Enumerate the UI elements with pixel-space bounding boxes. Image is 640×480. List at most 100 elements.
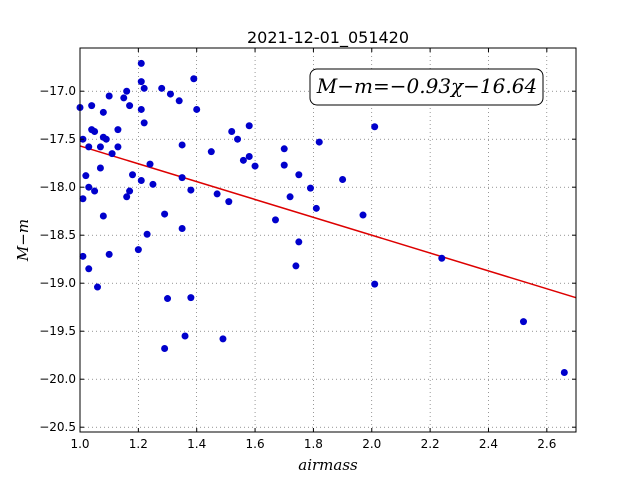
data-point xyxy=(149,180,157,188)
data-point xyxy=(123,87,131,95)
data-point xyxy=(295,238,303,246)
y-tick-label: −18.5 xyxy=(39,228,76,242)
data-point xyxy=(359,211,367,219)
fit-equation-text: M−m=−0.93χ−16.64 xyxy=(316,74,537,98)
data-point xyxy=(161,210,169,218)
data-point xyxy=(519,318,527,326)
data-point xyxy=(96,143,104,151)
data-point xyxy=(105,250,113,258)
data-point xyxy=(85,183,93,191)
y-axis-label: M−m xyxy=(14,219,32,262)
fit-equation-frame xyxy=(309,68,544,106)
data-point xyxy=(99,212,107,220)
data-point xyxy=(339,176,347,184)
data-point xyxy=(108,150,116,158)
data-point xyxy=(187,294,195,302)
data-point xyxy=(164,295,172,303)
data-point xyxy=(371,280,379,288)
data-point xyxy=(126,102,134,110)
data-point xyxy=(438,254,446,262)
data-point xyxy=(560,368,568,376)
data-point xyxy=(161,344,169,352)
data-point xyxy=(94,283,102,291)
data-point xyxy=(187,186,195,194)
data-point xyxy=(96,164,104,172)
x-tick-label: 2.4 xyxy=(479,437,498,451)
data-point xyxy=(102,135,110,143)
data-point xyxy=(114,143,122,151)
data-point xyxy=(271,216,279,224)
x-tick-label: 2.2 xyxy=(421,437,440,451)
data-point xyxy=(137,78,145,86)
data-point xyxy=(85,265,93,273)
x-tick-label: 1.2 xyxy=(129,437,148,451)
data-point xyxy=(193,105,201,113)
data-point xyxy=(225,198,233,206)
data-point xyxy=(181,332,189,340)
x-tick-label: 1.0 xyxy=(70,437,89,451)
data-point xyxy=(105,92,113,100)
x-axis-label: airmass xyxy=(298,456,358,474)
data-point xyxy=(85,143,93,151)
axis-ticks: 1.0 1.2 1.4 1.6 1.8 2.0 2.2 2.4 2.6 −17.0 −17.5 −18… xyxy=(39,48,576,451)
y-tick-label: −17.5 xyxy=(39,132,76,146)
x-tick-label: 2.0 xyxy=(362,437,381,451)
data-point xyxy=(114,126,122,134)
y-tick-label: −20.5 xyxy=(39,420,76,434)
y-tick-label: −19.5 xyxy=(39,324,76,338)
data-point xyxy=(239,156,247,164)
data-point xyxy=(140,119,148,127)
data-point xyxy=(292,262,300,270)
data-point xyxy=(129,171,137,179)
data-point xyxy=(166,90,174,98)
data-point xyxy=(371,123,379,131)
data-point xyxy=(146,160,154,168)
data-point xyxy=(123,193,131,201)
data-point xyxy=(207,148,215,156)
data-point xyxy=(280,161,288,169)
data-point xyxy=(190,75,198,83)
data-point xyxy=(245,152,253,160)
data-point xyxy=(286,193,294,201)
y-tick-label: −19.0 xyxy=(39,276,76,290)
fit-line xyxy=(79,145,577,299)
data-point xyxy=(234,135,242,143)
data-point xyxy=(178,174,186,182)
data-point xyxy=(178,224,186,232)
y-tick-label: −17.0 xyxy=(39,84,76,98)
data-point xyxy=(219,335,227,343)
data-point xyxy=(137,105,145,113)
x-tick-label: 1.4 xyxy=(187,437,206,451)
data-point xyxy=(213,190,221,198)
data-point xyxy=(245,122,253,130)
data-point xyxy=(143,230,151,238)
fit-equation-box: M−m=−0.93χ−16.64 xyxy=(309,68,544,106)
x-tick-label: 1.8 xyxy=(304,437,323,451)
data-point xyxy=(137,59,145,67)
data-point xyxy=(228,128,236,136)
data-point xyxy=(99,108,107,116)
data-point xyxy=(175,97,183,105)
data-point xyxy=(306,184,314,192)
chart-title: 2021-12-01_051420 xyxy=(247,28,409,48)
grid xyxy=(79,48,576,432)
data-point xyxy=(82,172,90,180)
data-point xyxy=(158,84,166,92)
data-point xyxy=(315,138,323,146)
plot-frame xyxy=(79,47,577,433)
y-tick-label: −18.0 xyxy=(39,180,76,194)
data-point xyxy=(79,252,87,260)
data-point xyxy=(178,141,186,149)
x-tick-label: 1.6 xyxy=(246,437,265,451)
data-point xyxy=(251,162,259,170)
y-tick-label: −20.0 xyxy=(39,372,76,386)
fit-line-layer xyxy=(79,145,577,299)
data-point xyxy=(134,246,142,254)
data-point xyxy=(79,195,87,203)
data-point xyxy=(137,176,145,184)
data-point xyxy=(88,102,96,110)
data-point xyxy=(312,204,320,212)
x-tick-label: 2.6 xyxy=(537,437,556,451)
data-point xyxy=(120,94,128,102)
